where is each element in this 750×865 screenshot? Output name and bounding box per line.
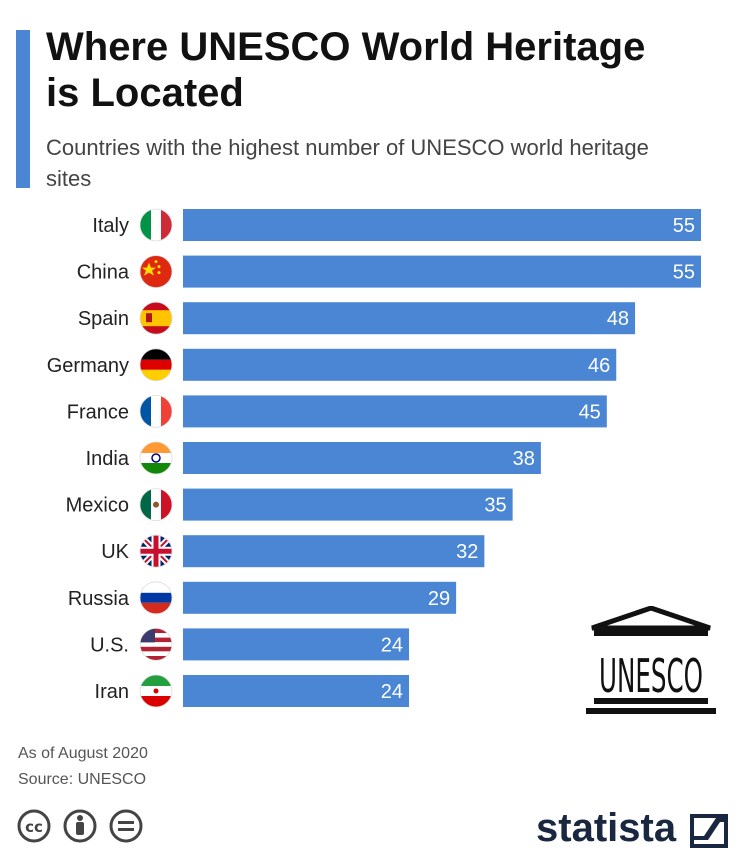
iran-flag-icon [139, 674, 173, 708]
category-label: Spain [78, 308, 129, 330]
bar [183, 442, 541, 474]
bar [183, 302, 636, 335]
license-icons: cc [17, 809, 143, 843]
statista-logo-icon [690, 814, 728, 848]
category-label: Iran [95, 681, 129, 703]
value-label: 55 [673, 215, 695, 237]
bar-chart: Italy 55 China 55 Spain 48 Germany 46 France 45 In… [47, 208, 701, 708]
india-flag-icon [139, 441, 173, 475]
bar-row: Italy 55 [92, 208, 701, 242]
chart-subtitle: Countries with the highest number of UNE… [46, 135, 649, 191]
us-flag-icon [139, 628, 173, 661]
bar [183, 535, 485, 568]
bar [183, 348, 617, 381]
unesco-temple-logo: UNESCO [586, 606, 716, 714]
unesco-logo-text: UNESCO [599, 649, 703, 703]
category-label: U.S. [90, 634, 129, 656]
category-label: Mexico [66, 495, 129, 517]
chart-title: Where UNESCO World Heritage is Located [46, 25, 646, 115]
attribution-icon[interactable] [63, 809, 97, 843]
value-label: 32 [456, 541, 478, 563]
uk-flag-icon [139, 534, 173, 568]
category-label: Italy [92, 215, 129, 237]
no-derivatives-icon[interactable] [109, 809, 143, 843]
category-label: Russia [68, 588, 130, 610]
bar-row: UK 32 [101, 534, 485, 568]
bar-row: France 45 [67, 394, 607, 428]
statista-brand[interactable]: statista [536, 806, 677, 850]
value-label: 55 [673, 262, 695, 284]
russia-flag-icon [139, 581, 173, 615]
bar [183, 628, 410, 661]
source-note: Source: UNESCO [18, 771, 147, 788]
value-label: 48 [607, 308, 629, 330]
france-flag-icon [139, 394, 173, 428]
svg-text:cc: cc [25, 818, 43, 836]
infographic-card: Where UNESCO World Heritage is Located C… [6, 8, 739, 858]
footnote: As of August 2020 Source: UNESCO [18, 741, 148, 793]
bar [183, 395, 607, 428]
bar-row: Russia 29 [68, 581, 457, 615]
bar [183, 675, 410, 707]
value-label: 29 [428, 588, 450, 610]
value-label: 24 [381, 634, 403, 656]
bar-row: Iran 24 [95, 674, 410, 708]
accent-bar [16, 30, 30, 188]
bar [183, 488, 513, 521]
germany-flag-icon [139, 348, 173, 382]
date-note: As of August 2020 [18, 745, 148, 762]
bar [183, 209, 701, 241]
category-label: China [77, 262, 130, 284]
bar [183, 581, 457, 614]
category-label: France [67, 401, 129, 423]
value-label: 24 [381, 681, 403, 703]
bar-row: Mexico 35 [66, 488, 513, 522]
bar-row: U.S. 24 [90, 628, 410, 661]
value-label: 46 [588, 355, 610, 377]
category-label: Germany [47, 355, 129, 377]
china-flag-icon [139, 255, 173, 289]
value-label: 38 [513, 448, 535, 470]
bar-row: Spain 48 [78, 301, 636, 335]
bar-row: Germany 46 [47, 348, 617, 382]
value-label: 35 [484, 495, 506, 517]
mexico-flag-icon [139, 488, 173, 522]
italy-flag-icon [139, 208, 173, 242]
category-label: India [86, 448, 130, 470]
value-label: 45 [579, 401, 601, 423]
bar [183, 255, 701, 288]
bar-row: India 38 [86, 441, 541, 475]
bar-row: China 55 [77, 255, 701, 289]
cc-icon[interactable]: cc [17, 809, 51, 843]
category-label: UK [101, 541, 129, 563]
spain-flag-icon [139, 301, 173, 335]
